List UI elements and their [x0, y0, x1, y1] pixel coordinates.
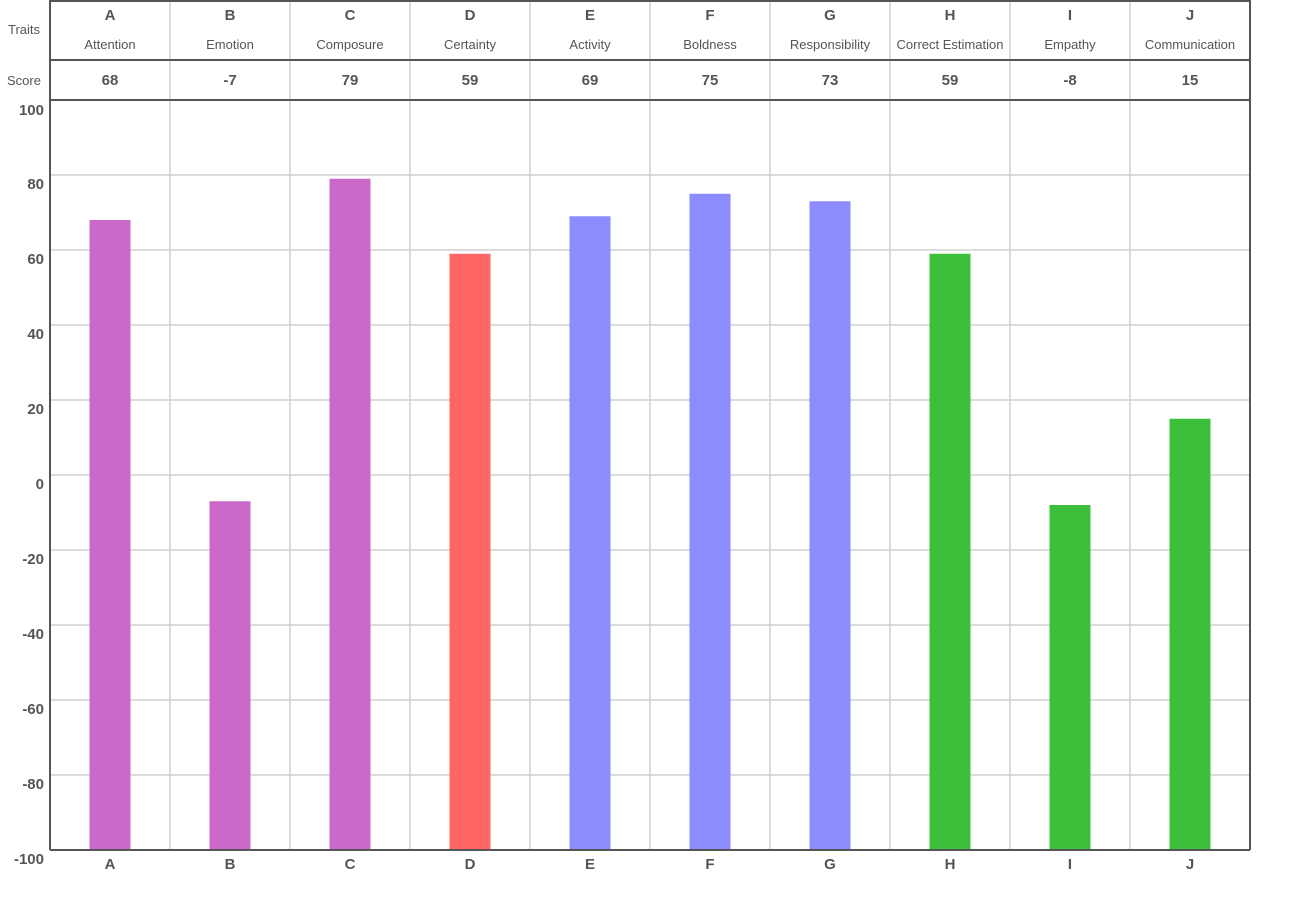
bar-i: [1049, 505, 1091, 850]
x-tick-label-e: E: [585, 856, 595, 873]
header-letter-h: H: [945, 7, 956, 24]
trait-name-b: Emotion: [206, 37, 254, 52]
y-tick-label: -60: [22, 701, 44, 718]
score-value-i: -8: [1063, 72, 1076, 89]
x-tick-label-j: J: [1186, 856, 1194, 873]
trait-name-c: Composure: [316, 37, 383, 52]
header-letter-d: D: [465, 7, 476, 24]
trait-name-a: Attention: [84, 37, 135, 52]
bar-a: [89, 220, 131, 850]
bar-b: [209, 501, 251, 850]
bar-f: [689, 193, 731, 850]
x-tick-label-h: H: [945, 856, 956, 873]
header-table: A Attention 68 B Emotion -7 C Composure 79 D Certa…: [49, 0, 1251, 101]
y-tick-label: 20: [27, 401, 44, 418]
traits-row-label: Traits: [8, 22, 41, 37]
y-tick-label: -40: [22, 626, 44, 643]
header-letter-f: F: [705, 7, 714, 24]
score-value-j: 15: [1182, 72, 1199, 89]
trait-name-e: Activity: [569, 37, 611, 52]
score-value-f: 75: [702, 72, 719, 89]
trait-name-g: Responsibility: [790, 37, 871, 52]
axes: 100 80 60 40 20 0 -20 -40 -60 -80 -100 A B C D E F G H I J: [14, 0, 1251, 873]
bar-d: [449, 253, 491, 850]
bar-c: [329, 178, 371, 850]
score-value-b: -7: [223, 72, 236, 89]
trait-name-h: Correct Estimation: [897, 37, 1004, 52]
header-letter-g: G: [824, 7, 836, 24]
header-letter-a: A: [105, 7, 116, 24]
x-tick-label-d: D: [465, 856, 476, 873]
header-letter-j: J: [1186, 7, 1194, 24]
header-letter-i: I: [1068, 7, 1072, 24]
trait-name-i: Empathy: [1044, 37, 1096, 52]
y-tick-label: 0: [36, 476, 44, 493]
header-letter-c: C: [345, 7, 356, 24]
bars: [89, 178, 1211, 850]
y-tick-label: 60: [27, 251, 44, 268]
bar-j: [1169, 418, 1211, 850]
header-letter-e: E: [585, 7, 595, 24]
score-value-h: 59: [942, 72, 959, 89]
score-value-g: 73: [822, 72, 839, 89]
bar-e: [569, 216, 611, 850]
trait-name-f: Boldness: [683, 37, 737, 52]
header-letter-b: B: [225, 7, 236, 24]
y-tick-label: -80: [22, 776, 44, 793]
y-tick-label: 100: [19, 102, 44, 119]
y-tick-label: -20: [22, 551, 44, 568]
score-value-c: 79: [342, 72, 359, 89]
bar-h: [929, 253, 971, 850]
score-value-d: 59: [462, 72, 479, 89]
score-value-a: 68: [102, 72, 119, 89]
x-tick-label-i: I: [1068, 856, 1072, 873]
x-tick-label-c: C: [345, 856, 356, 873]
x-tick-label-g: G: [824, 856, 836, 873]
x-tick-label-f: F: [705, 856, 714, 873]
x-tick-label-b: B: [225, 856, 236, 873]
score-value-e: 69: [582, 72, 599, 89]
y-tick-label: 80: [27, 176, 44, 193]
score-row-label: Score: [7, 73, 41, 88]
trait-name-j: Communication: [1145, 37, 1235, 52]
y-tick-label: 40: [27, 326, 44, 343]
x-tick-label-a: A: [105, 856, 116, 873]
y-tick-label: -100: [14, 851, 44, 868]
bar-g: [809, 201, 851, 850]
trait-name-d: Certainty: [444, 37, 497, 52]
